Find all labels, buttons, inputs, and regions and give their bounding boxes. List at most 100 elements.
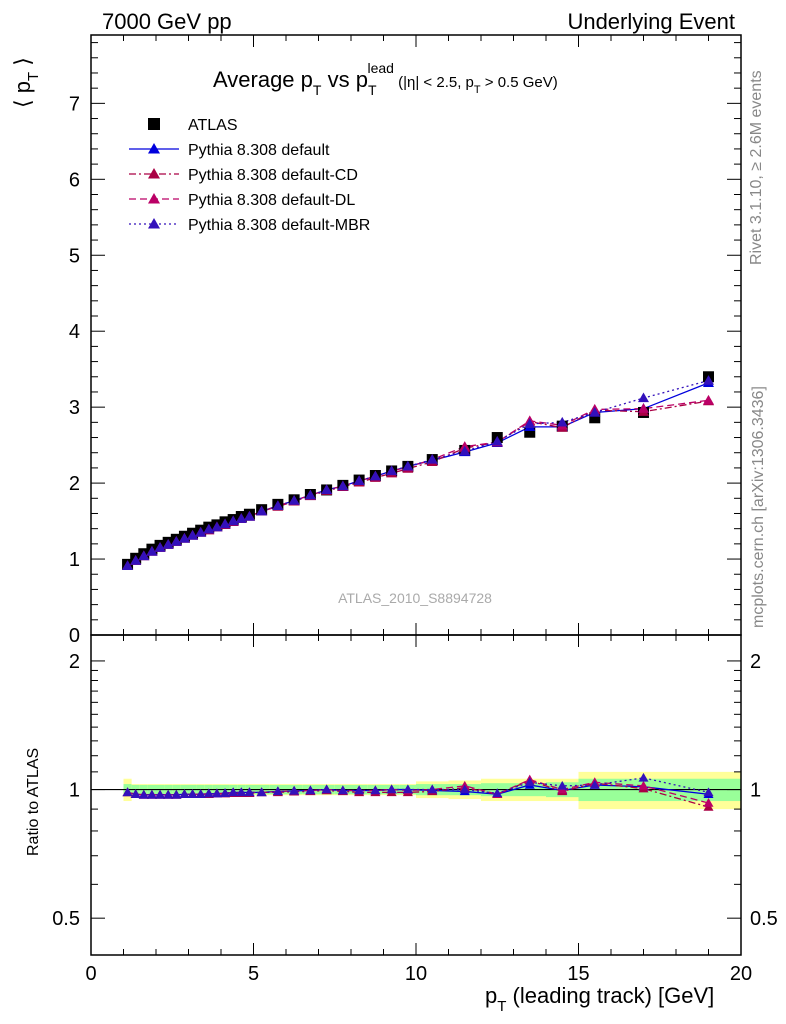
triangle-marker bbox=[256, 505, 268, 516]
ratio-line-pythia-8-308-default-dl bbox=[127, 778, 709, 804]
x-axis-label-end: (leading track) [GeV] bbox=[506, 983, 714, 1008]
y-tick-label: 3 bbox=[69, 397, 80, 419]
triangle-marker bbox=[187, 789, 198, 799]
ratio-y-tick-label-right: 0.5 bbox=[750, 908, 778, 930]
triangle-marker bbox=[179, 789, 190, 799]
triangle-marker bbox=[386, 465, 398, 476]
y-tick-label: 5 bbox=[69, 245, 80, 267]
ratio-y-tick-label: 0.5 bbox=[52, 908, 80, 930]
triangle-marker bbox=[148, 168, 160, 179]
triangle-marker bbox=[220, 788, 231, 798]
title-tail1: (|η| < 2.5, p bbox=[394, 74, 474, 91]
y-tick-label: 1 bbox=[69, 549, 80, 571]
triangle-marker bbox=[369, 470, 381, 481]
triangle-marker bbox=[589, 779, 600, 789]
triangle-marker bbox=[130, 789, 141, 799]
triangle-marker bbox=[163, 789, 174, 799]
main-ylabel-end: ⟩ bbox=[10, 57, 35, 72]
triangle-marker bbox=[148, 193, 160, 204]
x-axis-label: pT (leading track) [GeV] bbox=[485, 983, 714, 1015]
main-ylabel-text: ⟨ p bbox=[10, 81, 35, 108]
x-axis-label-text: p bbox=[485, 983, 497, 1008]
triangle-marker bbox=[148, 143, 160, 154]
triangle-marker bbox=[171, 789, 182, 799]
analysis-watermark: ATLAS_2010_S8894728 bbox=[338, 590, 492, 606]
triangle-marker bbox=[321, 484, 333, 495]
y-tick-label: 4 bbox=[69, 321, 80, 343]
triangle-marker bbox=[321, 784, 332, 794]
ratio-y-tick-label: 2 bbox=[69, 651, 80, 673]
triangle-marker bbox=[195, 526, 207, 537]
x-tick-label: 0 bbox=[85, 963, 96, 985]
ratio-ylabel: Ratio to ATLAS bbox=[25, 748, 42, 856]
title-sub3: T bbox=[474, 84, 481, 96]
triangle-marker bbox=[402, 460, 414, 471]
triangle-marker bbox=[370, 785, 381, 795]
triangle-marker bbox=[703, 798, 714, 807]
legend-label: Pythia 8.308 default-DL bbox=[188, 192, 355, 209]
triangle-marker bbox=[353, 475, 365, 485]
mcplots-text: mcplots.cern.ch [arXiv:1306.3436] bbox=[750, 386, 767, 628]
ratio-y-tick-label: 1 bbox=[69, 780, 80, 802]
y-tick-label: 2 bbox=[69, 473, 80, 495]
triangle-marker bbox=[272, 786, 283, 796]
triangle-marker bbox=[170, 536, 182, 546]
triangle-marker bbox=[122, 787, 133, 797]
triangle-marker bbox=[638, 392, 649, 403]
x-tick-label: 20 bbox=[730, 963, 752, 985]
triangle-marker bbox=[289, 785, 300, 795]
series-line-pythia-8-308-default-dl bbox=[127, 399, 709, 567]
triangle-marker bbox=[148, 218, 160, 229]
triangle-marker bbox=[203, 788, 214, 798]
legend-label: Pythia 8.308 default-CD bbox=[188, 167, 358, 184]
triangle-marker bbox=[211, 521, 223, 532]
triangle-marker bbox=[337, 785, 348, 795]
square-marker bbox=[524, 426, 536, 438]
title-sub2: T bbox=[368, 82, 377, 98]
x-tick-label: 15 bbox=[567, 963, 589, 985]
title-main: Average p bbox=[213, 67, 313, 92]
triangle-marker bbox=[272, 500, 284, 511]
triangle-marker bbox=[138, 789, 149, 799]
triangle-marker bbox=[146, 545, 158, 556]
triangle-marker bbox=[524, 418, 536, 428]
triangle-marker bbox=[638, 772, 649, 782]
triangle-marker bbox=[491, 435, 503, 446]
triangle-marker bbox=[243, 511, 255, 521]
main-ylabel: ⟨ pT ⟩ bbox=[10, 57, 42, 108]
y-tick-label: 0 bbox=[69, 625, 80, 647]
triangle-marker bbox=[337, 480, 349, 491]
triangle-marker bbox=[256, 787, 267, 797]
triangle-marker bbox=[154, 542, 166, 552]
ratio-plot: 0 5 10 15 20 0.5 0.5 1 1 2 2 bbox=[52, 634, 778, 985]
triangle-marker bbox=[426, 454, 438, 464]
triangle-marker bbox=[703, 787, 714, 797]
triangle-marker bbox=[402, 784, 413, 794]
plot-title: Average pT vs pTlead (|η| < 2.5, pT > 0.… bbox=[213, 60, 558, 98]
title-mid: vs p bbox=[321, 67, 367, 92]
triangle-marker bbox=[304, 489, 316, 500]
triangle-marker bbox=[236, 787, 247, 797]
triangle-marker bbox=[178, 533, 190, 543]
triangle-marker bbox=[130, 555, 142, 565]
triangle-marker bbox=[459, 784, 470, 794]
triangle-marker bbox=[305, 785, 316, 795]
x-axis-label-sub: T bbox=[497, 998, 506, 1015]
main-ylabel-sub: T bbox=[25, 72, 42, 81]
triangle-marker bbox=[162, 539, 174, 549]
legend-label: Pythia 8.308 default bbox=[188, 142, 330, 159]
triangle-marker bbox=[703, 394, 714, 405]
triangle-marker bbox=[187, 530, 199, 540]
title-sup2: lead bbox=[368, 60, 394, 76]
x-tick-label: 5 bbox=[248, 963, 259, 985]
triangle-marker bbox=[386, 784, 397, 794]
series-line-pythia-8-308-default-cd bbox=[127, 400, 709, 567]
triangle-marker bbox=[146, 789, 157, 799]
y-tick-label: 7 bbox=[69, 93, 80, 115]
main-plot: 0 1 2 3 4 5 6 7 bbox=[69, 34, 742, 647]
legend: ATLAS Pythia 8.308 default Pythia 8.308 de… bbox=[129, 117, 370, 234]
triangle-marker bbox=[155, 789, 166, 799]
triangle-marker bbox=[195, 789, 206, 799]
title-tail2: > 0.5 GeV) bbox=[481, 74, 558, 91]
